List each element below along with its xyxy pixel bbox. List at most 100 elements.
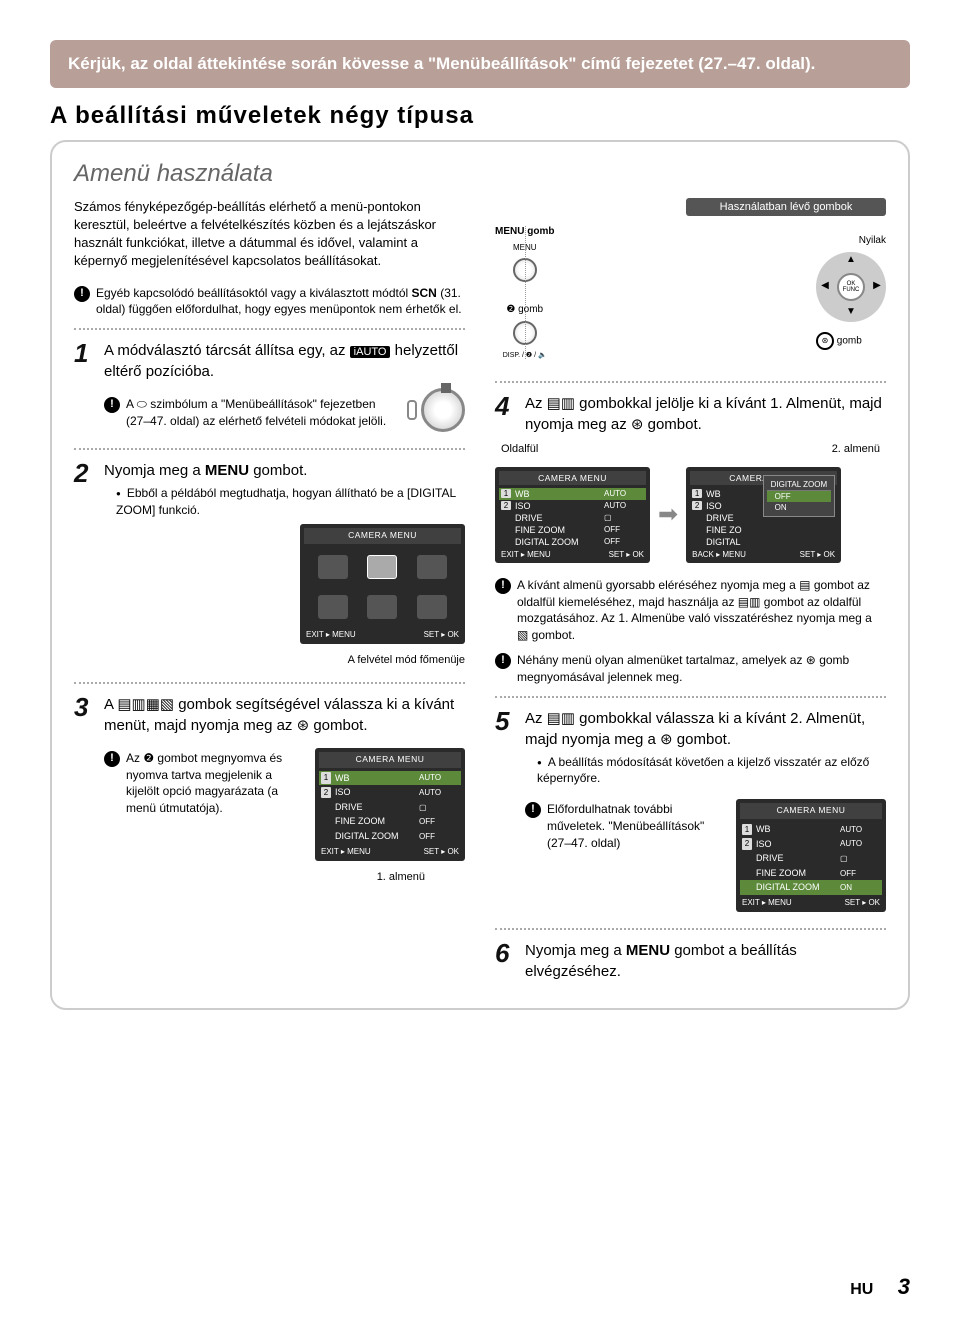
display-gomb-label: ⊛ ⊛ gombgomb — [816, 332, 862, 350]
lcd-label: DIGITAL ZOOM — [515, 537, 600, 547]
warning-icon: ! — [525, 802, 541, 818]
lcd-title: CAMERA MENU — [740, 803, 882, 819]
lcd-val: AUTO — [604, 489, 644, 498]
warning-icon: ! — [104, 397, 120, 413]
left-column: Számos fényképezőgép-beállítás elérhető … — [74, 198, 465, 990]
lcd-label: DRIVE — [515, 513, 600, 523]
step5-sub: A beállítás módosítását követően a kijel… — [537, 754, 886, 788]
step4-lcds: CAMERA MENU 1WBAUTO 2ISOAUTO DRIVE▢ FINE… — [495, 461, 886, 569]
menu-icon — [367, 595, 397, 619]
lcd-label: WB — [756, 823, 836, 836]
step4-note2-text: Néhány menü olyan almenüket tartalmaz, a… — [517, 652, 886, 686]
page-footer: HU 3 — [850, 1274, 910, 1300]
warning-icon: ! — [495, 578, 511, 594]
lcd-set: SET ▸ OK — [800, 550, 835, 559]
lcd-val: ▢ — [604, 513, 644, 522]
lcd-val: OFF — [419, 831, 459, 842]
lcd-val: AUTO — [604, 501, 644, 510]
menu-icon — [318, 595, 348, 619]
top-banner: Kérjük, az oldal áttekintése során köves… — [50, 40, 910, 88]
step-6: 6 Nyomja meg a MENU gombot a beállítás e… — [495, 940, 886, 982]
lcd-val: AUTO — [840, 824, 880, 835]
lcd-val: AUTO — [419, 772, 459, 783]
controls-diagram: Használatban lévő gombok MENU gomb MENU … — [495, 198, 886, 369]
lcd-val: AUTO — [419, 787, 459, 798]
step-3: 3 A ▤▥▦▧ gombok segítségével válassza ki… — [74, 694, 465, 888]
lcd-label: WB — [335, 772, 415, 785]
page-number: 3 — [898, 1274, 910, 1299]
step6-a: Nyomja meg a — [525, 942, 626, 959]
step1-note: A ⬭ szimbólum a "Menübeállítások" fejeze… — [126, 396, 397, 430]
note-top: ! Egyéb kapcsolódó beállításoktól vagy a… — [74, 285, 465, 319]
lcd-tab: 2 — [742, 838, 752, 849]
lcd-val: OFF — [604, 525, 644, 534]
ok-func-label: OK FUNC — [839, 281, 863, 293]
step2-sub: Ebből a példából megtudhatja, hogyan áll… — [116, 485, 465, 519]
mode-dial-illustration — [421, 388, 465, 432]
lcd-main-menu: CAMERA MENU — [300, 524, 465, 644]
step3-note: Az ❷ gombot megnyomva és nyomva tartva m… — [126, 750, 307, 817]
step5-note: Előfordulhatnak további műveletek. "Menü… — [547, 801, 728, 851]
lcd-tab: 2 — [692, 501, 702, 510]
step-number: 2 — [74, 460, 94, 486]
submenu-on: ON — [767, 502, 831, 513]
step4-note2: ! Néhány menü olyan almenüket tartalmaz,… — [495, 652, 886, 686]
warning-icon: ! — [495, 653, 511, 669]
lcd-val: AUTO — [840, 838, 880, 849]
lcd-submenu-1: CAMERA MENU 1WBAUTO 2ISOAUTO DRIVE▢ FINE… — [315, 748, 465, 861]
step3-caption: 1. almenü — [104, 870, 425, 885]
submenu-off: OFF — [767, 491, 831, 502]
lcd-set: SET ▸ OK — [424, 846, 459, 857]
lcd-label: FINE ZOOM — [515, 525, 600, 535]
arrow-right-icon: ➡ — [658, 500, 678, 529]
step5-title: Az ▤▥ gombokkal válassza ki a kívánt 2. … — [525, 708, 886, 750]
step2-a: Nyomja meg a — [104, 462, 205, 479]
intro-text: Számos fényképezőgép-beállítás elérhető … — [74, 198, 465, 271]
note-top-text: Egyéb kapcsolódó beállításoktól vagy a k… — [96, 285, 465, 319]
lcd-tab: 1 — [742, 824, 752, 835]
lcd-label: ISO — [335, 786, 415, 799]
lcd-val: OFF — [419, 816, 459, 827]
menu-icon — [417, 555, 447, 579]
lcd-exit: EXIT ▸ MENU — [321, 846, 371, 857]
lcd-left: CAMERA MENU 1WBAUTO 2ISOAUTO DRIVE▢ FINE… — [495, 467, 650, 563]
lcd-val: OFF — [840, 868, 880, 879]
lcd-label: DRIVE — [756, 852, 836, 865]
step-2: 2 Nyomja meg a MENU gombot. Ebből a péld… — [74, 460, 465, 672]
lcd-tab: 1 — [321, 772, 331, 783]
menu-icon-selected — [367, 555, 397, 579]
step2-caption: A felvétel mód főmenüje — [104, 653, 465, 668]
step-4: 4 Az ▤▥ gombokkal jelölje ki a kívánt 1.… — [495, 393, 886, 435]
lcd-val: OFF — [604, 537, 644, 546]
lcd-exit: EXIT ▸ MENU — [742, 897, 792, 908]
card-title: Amenü használata — [74, 160, 886, 188]
lcd-tab: 1 — [501, 489, 511, 498]
lcd-val: ON — [840, 882, 880, 893]
lcd-title: CAMERA MENU — [319, 752, 461, 768]
menu-icon — [318, 555, 348, 579]
step-number: 3 — [74, 694, 94, 720]
lcd-set: SET ▸ OK — [609, 550, 644, 559]
step2-b: gombot. — [249, 462, 307, 479]
step1-text-a: A módválasztó tárcsát állítsa egy, az — [104, 342, 350, 359]
lcd-label: ISO — [756, 838, 836, 851]
step-number: 6 — [495, 940, 515, 966]
lcd-label: WB — [515, 489, 600, 499]
controls-header: Használatban lévő gombok — [686, 198, 886, 216]
nyilak-label: Nyilak — [859, 235, 886, 246]
step4-title: Az ▤▥ gombokkal jelölje ki a kívánt 1. A… — [525, 393, 886, 435]
step4-note1: ! A kívánt almenü gyorsabb eléréséhez ny… — [495, 577, 886, 644]
lcd-title: CAMERA MENU — [499, 471, 646, 485]
step-1: 1 A módválasztó tárcsát állítsa egy, az … — [74, 340, 465, 438]
oldalful-label: Oldalfül — [501, 443, 538, 455]
step-number: 5 — [495, 708, 515, 734]
iauto-badge: iAUTO — [350, 346, 391, 358]
submenu-title: DIGITAL ZOOM — [767, 479, 831, 491]
lcd-back: BACK ▸ MENU — [692, 550, 746, 559]
lcd-set: SET ▸ OK — [424, 629, 459, 640]
right-column: Használatban lévő gombok MENU gomb MENU … — [495, 198, 886, 990]
menu-icon — [417, 595, 447, 619]
dpad-illustration: OK FUNC ▲ ▼ ◀ ▶ — [816, 252, 886, 322]
lcd-tab: 2 — [501, 501, 511, 510]
lcd-label: DIGITAL ZOOM — [335, 830, 415, 843]
